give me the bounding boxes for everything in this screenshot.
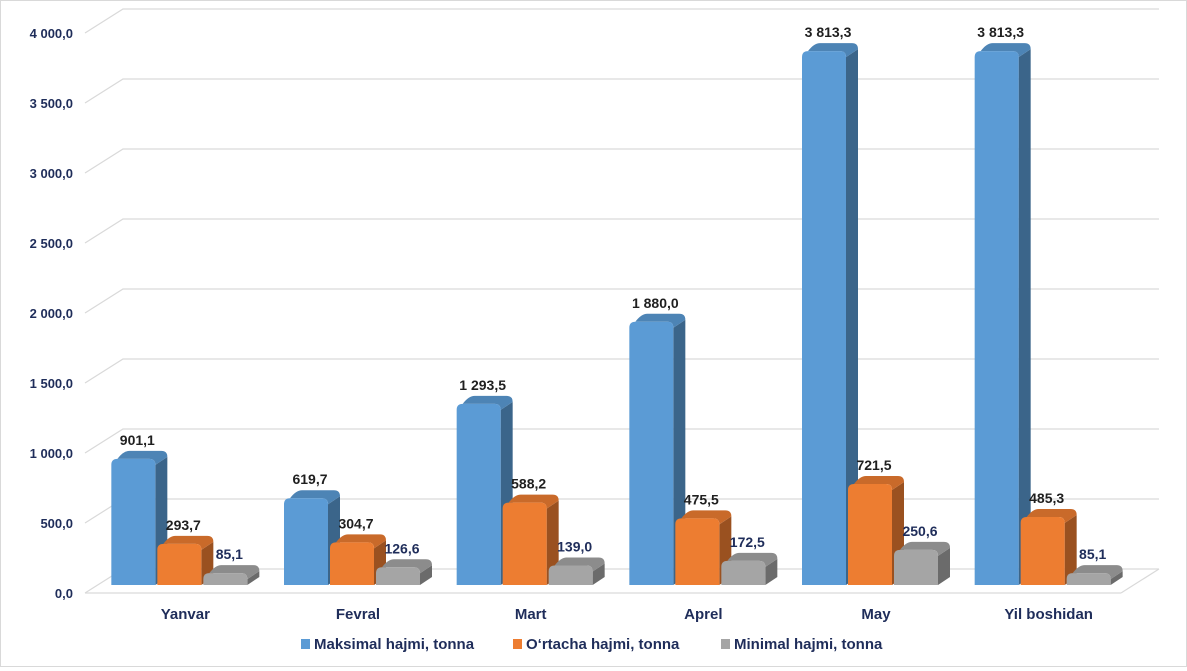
legend-swatch: [513, 639, 522, 649]
y-tick-label: 500,0: [40, 516, 73, 531]
y-tick-label: 3 000,0: [30, 166, 73, 181]
bar: [675, 510, 732, 585]
bar: [894, 541, 950, 585]
gridlines: [84, 8, 1160, 594]
data-label: 901,1: [120, 432, 155, 448]
legend-item: O‘rtacha hajmi, tonna: [513, 636, 680, 653]
x-tick-label: Fevral: [336, 606, 380, 623]
bar: [802, 43, 858, 585]
legend-swatch: [721, 639, 730, 649]
y-tick-label: 1 500,0: [30, 376, 73, 391]
data-label: 85,1: [1079, 546, 1106, 562]
x-tick-label: Yil boshidan: [1004, 606, 1093, 623]
y-tick-label: 2 000,0: [30, 306, 73, 321]
bar: [203, 565, 260, 585]
bar: [974, 43, 1031, 585]
legend-item: Minimal hajmi, tonna: [721, 636, 883, 653]
data-label: 250,6: [902, 523, 937, 539]
x-tick-label: May: [861, 606, 891, 623]
x-axis-ticks: Yanvar Fevral Mart Aprel May Yil boshidan: [161, 606, 1093, 623]
data-label: 304,7: [338, 515, 373, 531]
bars: [111, 43, 1123, 585]
data-label: 3 813,3: [977, 24, 1024, 40]
data-label: 588,2: [511, 476, 546, 492]
y-tick-label: 4 000,0: [30, 26, 73, 41]
data-label: 1 880,0: [632, 295, 679, 311]
x-tick-label: Mart: [515, 606, 547, 623]
y-tick-label: 2 500,0: [30, 236, 73, 251]
y-tick-label: 1 000,0: [30, 446, 73, 461]
bar: [548, 557, 605, 585]
bar: [1020, 509, 1077, 585]
bar: [376, 559, 432, 585]
x-tick-label: Yanvar: [161, 606, 210, 623]
bar: [1066, 565, 1123, 585]
data-label: 619,7: [292, 471, 327, 487]
data-label: 1 293,5: [459, 377, 506, 393]
data-label: 475,5: [684, 491, 719, 507]
gridline: [84, 8, 1159, 34]
data-label: 126,6: [384, 540, 419, 556]
legend-item: Maksimal hajmi, tonna: [301, 636, 475, 653]
floor-edge: [1120, 568, 1160, 594]
data-label: 293,7: [166, 517, 201, 533]
bar: [284, 490, 340, 585]
bar: [721, 552, 778, 585]
legend-label: O‘rtacha hajmi, tonna: [526, 636, 680, 653]
data-label: 485,3: [1029, 490, 1064, 506]
data-label: 172,5: [730, 534, 765, 550]
data-label: 3 813,3: [805, 24, 852, 40]
legend-label: Maksimal hajmi, tonna: [314, 636, 475, 653]
legend-swatch: [301, 639, 310, 649]
legend: Maksimal hajmi, tonna O‘rtacha hajmi, ton…: [301, 636, 883, 653]
y-tick-label: 0,0: [55, 586, 73, 601]
legend-label: Minimal hajmi, tonna: [734, 636, 883, 653]
bar: [502, 494, 559, 585]
y-axis-ticks: 0,0 500,0 1 000,0 1 500,0 2 000,0 2 500,0 3 00…: [30, 26, 73, 601]
y-tick-label: 3 500,0: [30, 96, 73, 111]
data-label: 721,5: [856, 457, 891, 473]
data-label: 85,1: [216, 546, 243, 562]
data-label: 139,0: [557, 539, 592, 555]
x-tick-label: Aprel: [684, 606, 722, 623]
bar: [157, 535, 214, 585]
data-labels: 901,1 293,7 85,1 619,7 304,7 126,6 1 293,5 588,…: [120, 24, 1107, 562]
